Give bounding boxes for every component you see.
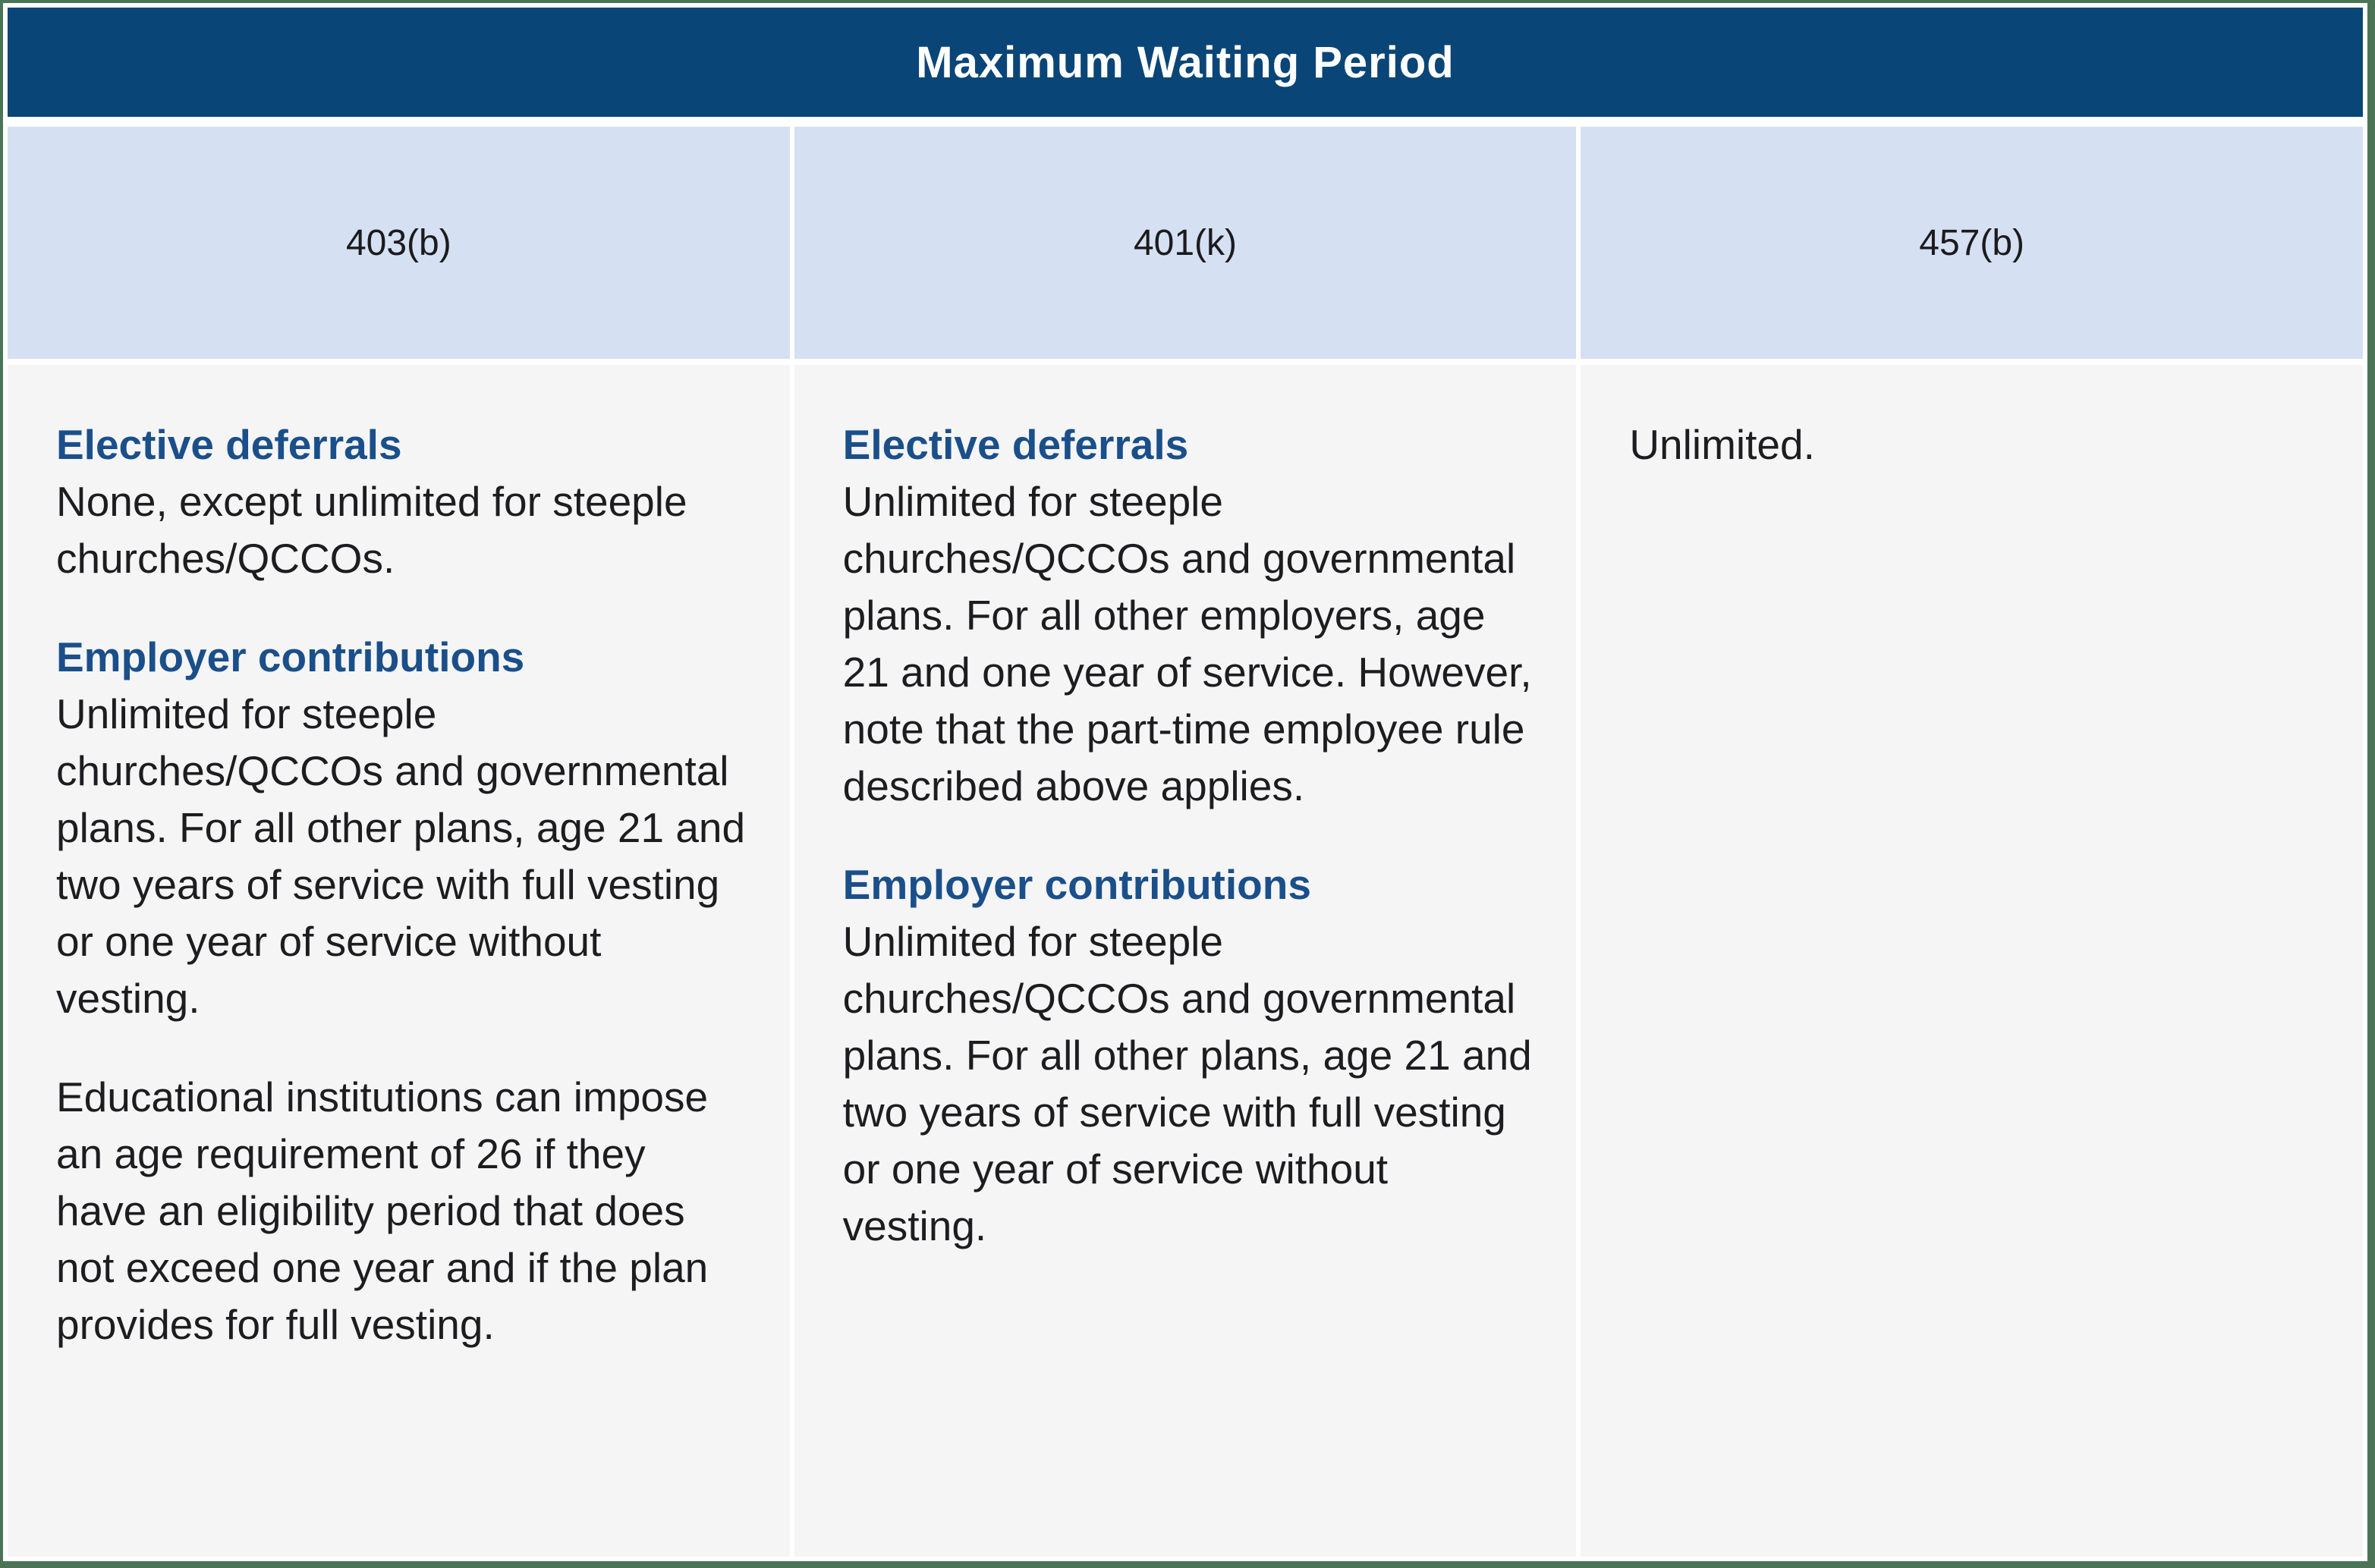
table-title-bar: Maximum Waiting Period xyxy=(8,8,2363,117)
section-paragraph: Educational institutions can impose an a… xyxy=(56,1073,709,1348)
section-paragraph: Unlimited for steeple churches/QCCOs and… xyxy=(56,690,746,1022)
section-educational-institutions-403b: Educational institutions can impose an a… xyxy=(56,1069,746,1353)
waiting-period-table: Maximum Waiting Period 403(b) 401(k) 457… xyxy=(8,8,2363,1557)
section-paragraph: Unlimited for steeple churches/QCCOs and… xyxy=(842,478,1532,809)
column-header-401k: 401(k) xyxy=(794,127,1577,359)
section-heading: Elective deferrals xyxy=(56,421,402,468)
column-header-403b: 403(b) xyxy=(8,127,790,359)
column-header-row: 403(b) 401(k) 457(b) xyxy=(8,127,2363,359)
section-heading: Employer contributions xyxy=(842,861,1311,908)
table-title: Maximum Waiting Period xyxy=(916,37,1455,87)
cell-401k: Elective deferrals Unlimited for steeple… xyxy=(794,365,1577,1557)
section-paragraph: None, except unlimited for steeple churc… xyxy=(56,478,687,582)
cell-403b: Elective deferrals None, except unlimite… xyxy=(8,365,790,1557)
section-elective-deferrals-403b: Elective deferrals None, except unlimite… xyxy=(56,416,746,587)
cell-457b: Unlimited. xyxy=(1581,365,2363,1557)
section-heading: Employer contributions xyxy=(56,633,525,680)
section-heading: Elective deferrals xyxy=(842,421,1189,468)
section-paragraph: Unlimited for steeple churches/QCCOs and… xyxy=(842,918,1532,1249)
content-row: Elective deferrals None, except unlimite… xyxy=(8,365,2363,1557)
section-employer-contributions-401k: Employer contributions Unlimited for ste… xyxy=(843,856,1533,1255)
column-header-457b: 457(b) xyxy=(1581,127,2363,359)
section-elective-deferrals-401k: Elective deferrals Unlimited for steeple… xyxy=(843,416,1533,815)
section-paragraph: Unlimited. xyxy=(1629,421,1815,468)
section-unlimited-457b: Unlimited. xyxy=(1629,416,2319,473)
section-employer-contributions-403b: Employer contributions Unlimited for ste… xyxy=(56,629,746,1027)
